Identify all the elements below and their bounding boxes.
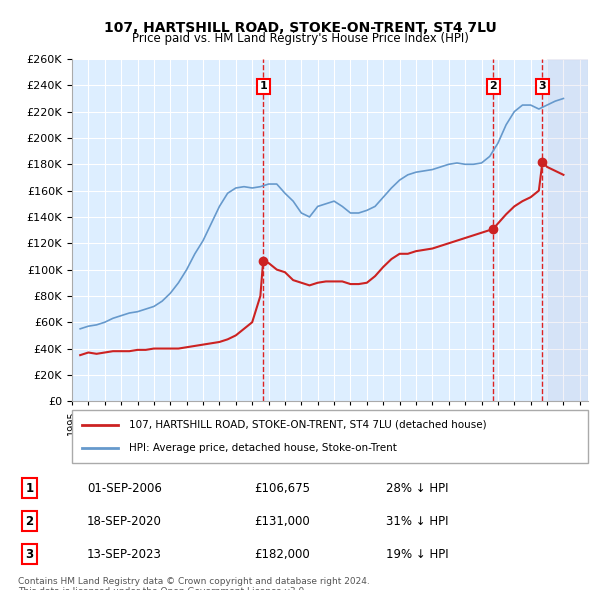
Text: HPI: Average price, detached house, Stoke-on-Trent: HPI: Average price, detached house, Stok… (129, 443, 397, 453)
Text: 31% ↓ HPI: 31% ↓ HPI (386, 514, 449, 528)
Text: £182,000: £182,000 (254, 548, 310, 561)
Text: 1: 1 (259, 81, 267, 91)
Text: 19% ↓ HPI: 19% ↓ HPI (386, 548, 449, 561)
Text: 01-SEP-2006: 01-SEP-2006 (87, 481, 162, 494)
Text: £131,000: £131,000 (254, 514, 310, 528)
Text: £106,675: £106,675 (254, 481, 310, 494)
Text: 18-SEP-2020: 18-SEP-2020 (87, 514, 162, 528)
Text: Price paid vs. HM Land Registry's House Price Index (HPI): Price paid vs. HM Land Registry's House … (131, 32, 469, 45)
Bar (547, 59, 588, 401)
Text: 107, HARTSHILL ROAD, STOKE-ON-TRENT, ST4 7LU: 107, HARTSHILL ROAD, STOKE-ON-TRENT, ST4… (104, 21, 496, 35)
Text: 1: 1 (25, 481, 34, 494)
Text: 13-SEP-2023: 13-SEP-2023 (87, 548, 162, 561)
Text: 107, HARTSHILL ROAD, STOKE-ON-TRENT, ST4 7LU (detached house): 107, HARTSHILL ROAD, STOKE-ON-TRENT, ST4… (129, 420, 487, 430)
Text: 2: 2 (490, 81, 497, 91)
Text: 28% ↓ HPI: 28% ↓ HPI (386, 481, 449, 494)
Text: 3: 3 (25, 548, 34, 561)
Text: 2: 2 (25, 514, 34, 528)
Text: 3: 3 (539, 81, 546, 91)
FancyBboxPatch shape (72, 410, 588, 463)
Text: Contains HM Land Registry data © Crown copyright and database right 2024.
This d: Contains HM Land Registry data © Crown c… (18, 577, 370, 590)
